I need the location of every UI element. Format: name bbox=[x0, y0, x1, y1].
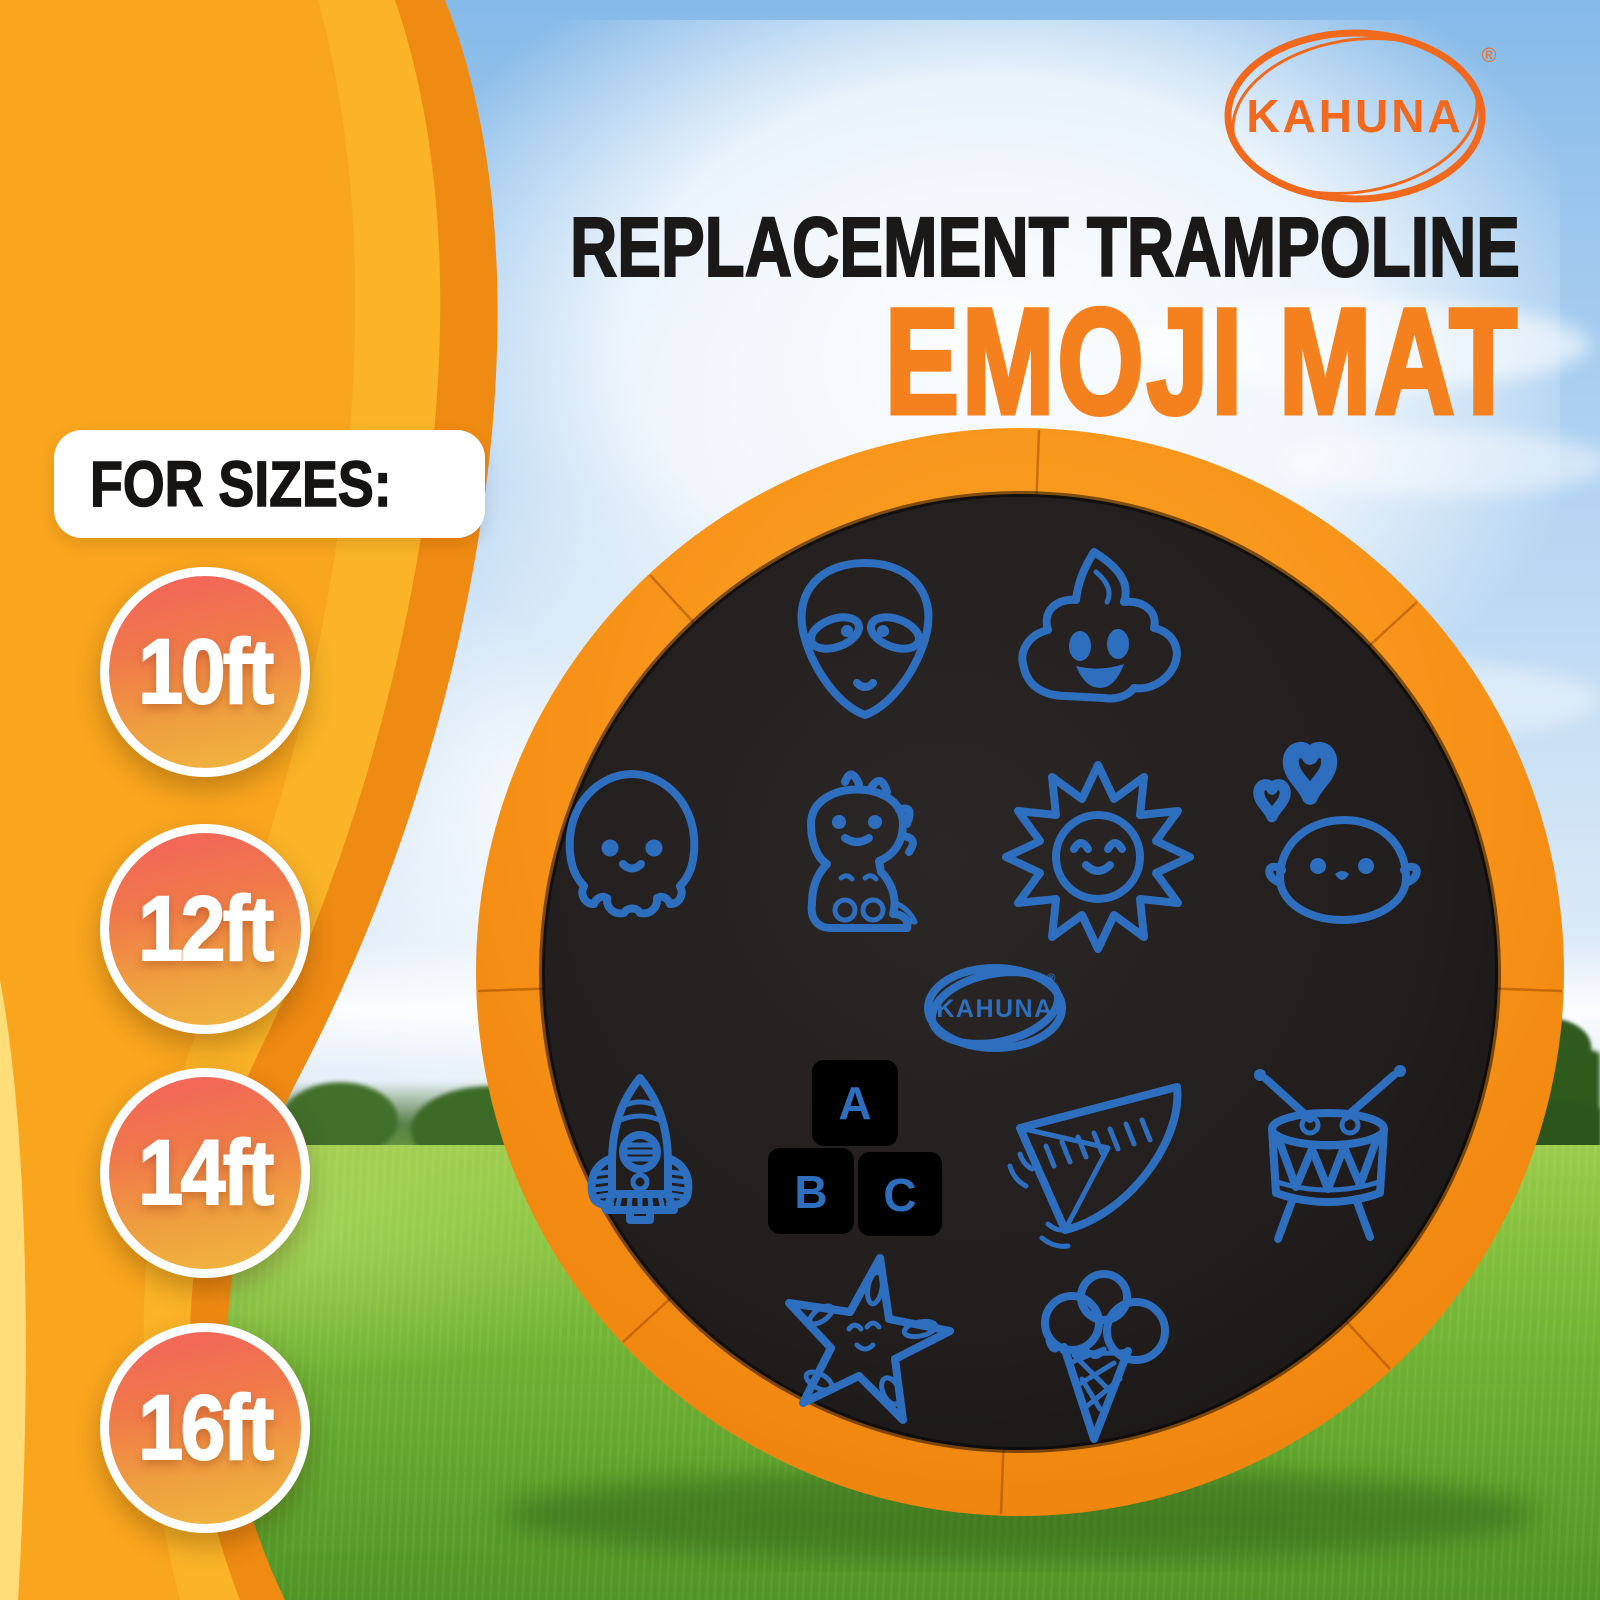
poop-icon bbox=[1018, 548, 1181, 703]
starfish-icon bbox=[785, 1254, 954, 1424]
size-badge-12ft: 12ft bbox=[100, 824, 310, 1034]
block-letter-b: B bbox=[794, 1166, 827, 1218]
size-badge-label: 12ft bbox=[137, 877, 275, 981]
abc-blocks-icon: A B C bbox=[768, 1060, 942, 1236]
block-letter-c: C bbox=[883, 1169, 916, 1221]
dinosaur-icon bbox=[807, 770, 918, 932]
mat-center-logo: KAHUNA ® bbox=[924, 964, 1066, 1052]
size-badge-label: 14ft bbox=[137, 1121, 275, 1225]
size-badge-16ft: 16ft bbox=[100, 1323, 310, 1533]
size-badge-10ft: 10ft bbox=[100, 567, 310, 777]
headline-line1: REPLACEMENT TRAMPOLINE bbox=[569, 200, 1521, 294]
headline-line2: EMOJI MAT bbox=[883, 276, 1520, 445]
for-sizes-label: FOR SIZES: bbox=[54, 430, 486, 538]
headline: REPLACEMENT TRAMPOLINE EMOJI MAT bbox=[302, 200, 1521, 445]
size-badge-14ft: 14ft bbox=[100, 1068, 310, 1278]
mat-logo-text: KAHUNA bbox=[936, 995, 1053, 1023]
paper-plane-icon bbox=[1007, 1083, 1182, 1249]
size-badge-label: 10ft bbox=[137, 620, 275, 724]
rocket-icon bbox=[587, 1074, 693, 1224]
octopus-icon bbox=[565, 770, 699, 918]
block-letter-a: A bbox=[838, 1077, 871, 1129]
chick-with-hearts-icon bbox=[1253, 742, 1421, 924]
cloud bbox=[1280, 430, 1600, 496]
kahuna-logo: KAHUNA ® bbox=[1224, 29, 1497, 203]
kahuna-logo-text: KAHUNA bbox=[1246, 90, 1463, 142]
sun-icon bbox=[1002, 761, 1194, 953]
drum-icon bbox=[1254, 1065, 1406, 1243]
trampoline: KAHUNA ® A B bbox=[476, 428, 1564, 1560]
ice-cream-icon bbox=[1041, 1270, 1169, 1443]
size-badge-label: 16ft bbox=[137, 1376, 275, 1480]
for-sizes-text: FOR SIZES: bbox=[89, 447, 392, 521]
registered-mark-icon: ® bbox=[1482, 45, 1497, 67]
mat-logo-registered-icon: ® bbox=[1047, 971, 1056, 985]
cloud bbox=[1120, 300, 1590, 390]
alien-icon bbox=[797, 559, 933, 719]
